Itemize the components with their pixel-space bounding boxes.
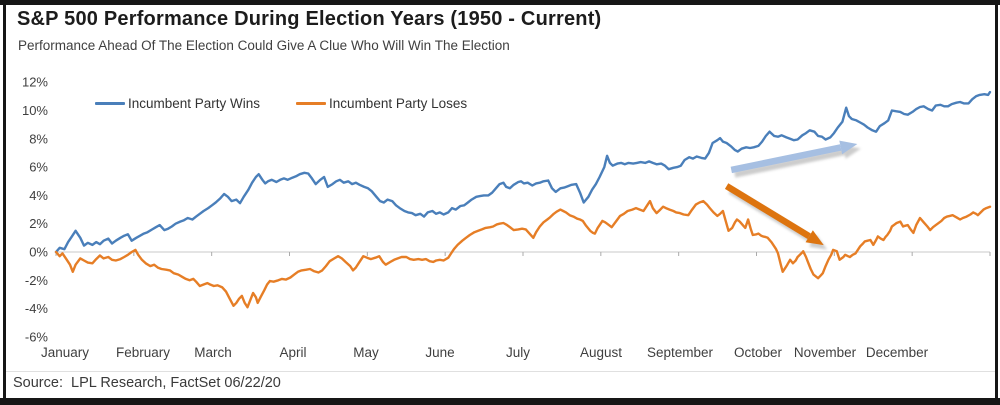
x-axis-month-label: March bbox=[194, 345, 232, 360]
legend-label-loses: Incumbent Party Loses bbox=[329, 96, 468, 111]
wins-trend-arrow bbox=[730, 140, 858, 174]
x-axis-month-label: February bbox=[116, 345, 170, 360]
x-axis-month-label: September bbox=[647, 345, 714, 360]
y-axis-tick-label: -6% bbox=[25, 329, 49, 344]
loses-trend-arrow bbox=[724, 183, 824, 246]
x-axis-month-label: July bbox=[506, 345, 530, 360]
chart-subtitle: Performance Ahead Of The Election Could … bbox=[18, 38, 510, 53]
x-axis-month-label: December bbox=[866, 345, 929, 360]
y-axis-tick-label: -2% bbox=[25, 273, 49, 288]
legend-item-incumbent-loses: Incumbent Party Loses bbox=[296, 96, 467, 111]
source-note: Source: LPL Research, FactSet 06/22/20 bbox=[13, 375, 281, 391]
y-axis-tick-label: 8% bbox=[29, 131, 48, 146]
y-axis-tick-label: 0% bbox=[29, 245, 48, 260]
y-axis-tick-label: -4% bbox=[25, 301, 49, 316]
y-axis-tick-label: 10% bbox=[22, 103, 48, 118]
x-axis-month-label: June bbox=[425, 345, 454, 360]
frame-border-right bbox=[995, 0, 998, 405]
legend-item-incumbent-wins: Incumbent Party Wins bbox=[95, 96, 260, 111]
y-axis-tick-label: 6% bbox=[29, 160, 48, 175]
x-axis-month-label: October bbox=[734, 345, 783, 360]
x-axis-month-label: November bbox=[794, 345, 857, 360]
frame-border-top bbox=[0, 0, 1000, 5]
loses-line-swatch-icon bbox=[296, 102, 327, 105]
x-axis-month-label: August bbox=[580, 345, 622, 360]
y-axis-tick-label: 4% bbox=[29, 188, 48, 203]
legend: Incumbent Party Wins Incumbent Party Los… bbox=[95, 96, 467, 111]
chart-title: S&P 500 Performance During Election Year… bbox=[17, 8, 602, 30]
legend-label-wins: Incumbent Party Wins bbox=[128, 96, 261, 111]
y-axis-tick-label: 12% bbox=[22, 75, 48, 90]
x-axis-month-label: May bbox=[353, 345, 379, 360]
frame-border-left bbox=[3, 0, 6, 405]
series-line-incumbent-loses bbox=[54, 199, 992, 309]
y-axis-tick-label: 2% bbox=[29, 216, 48, 231]
source-divider bbox=[6, 371, 995, 372]
x-axis-month-label: January bbox=[41, 345, 89, 360]
series-line-incumbent-wins bbox=[54, 90, 992, 254]
x-axis-month-label: April bbox=[279, 345, 306, 360]
frame-border-bottom bbox=[0, 398, 1000, 405]
wins-line-swatch-icon bbox=[95, 102, 125, 105]
